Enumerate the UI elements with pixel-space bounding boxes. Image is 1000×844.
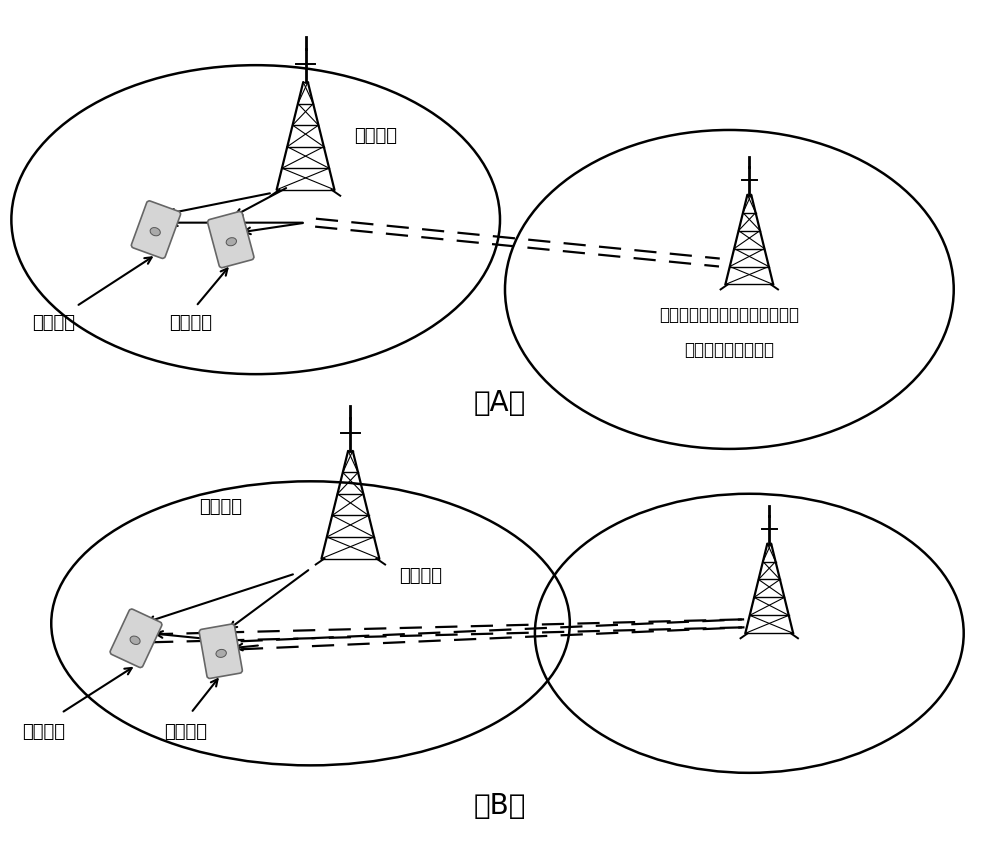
Text: 连接模式: 连接模式 xyxy=(164,722,207,740)
FancyBboxPatch shape xyxy=(131,202,181,259)
Text: （A）: （A） xyxy=(474,388,526,417)
Text: 连接模式: 连接模式 xyxy=(22,722,65,740)
Ellipse shape xyxy=(150,229,160,236)
Text: （B）: （B） xyxy=(474,791,526,819)
Ellipse shape xyxy=(216,650,226,657)
Text: 空闲模式: 空闲模式 xyxy=(32,314,75,332)
Ellipse shape xyxy=(130,636,140,645)
Text: 参考信号: 参考信号 xyxy=(354,127,397,145)
Text: 参考信号（当本小区服务质量小: 参考信号（当本小区服务质量小 xyxy=(659,306,799,324)
Text: 测量报告: 测量报告 xyxy=(199,497,242,515)
FancyBboxPatch shape xyxy=(110,609,162,668)
Text: 空闲模式: 空闲模式 xyxy=(169,314,212,332)
Text: 于门限值时才测量）: 于门限值时才测量） xyxy=(684,341,774,359)
Text: 参考信号: 参考信号 xyxy=(399,567,442,585)
FancyBboxPatch shape xyxy=(199,625,242,679)
FancyBboxPatch shape xyxy=(208,212,254,268)
Ellipse shape xyxy=(226,238,236,246)
